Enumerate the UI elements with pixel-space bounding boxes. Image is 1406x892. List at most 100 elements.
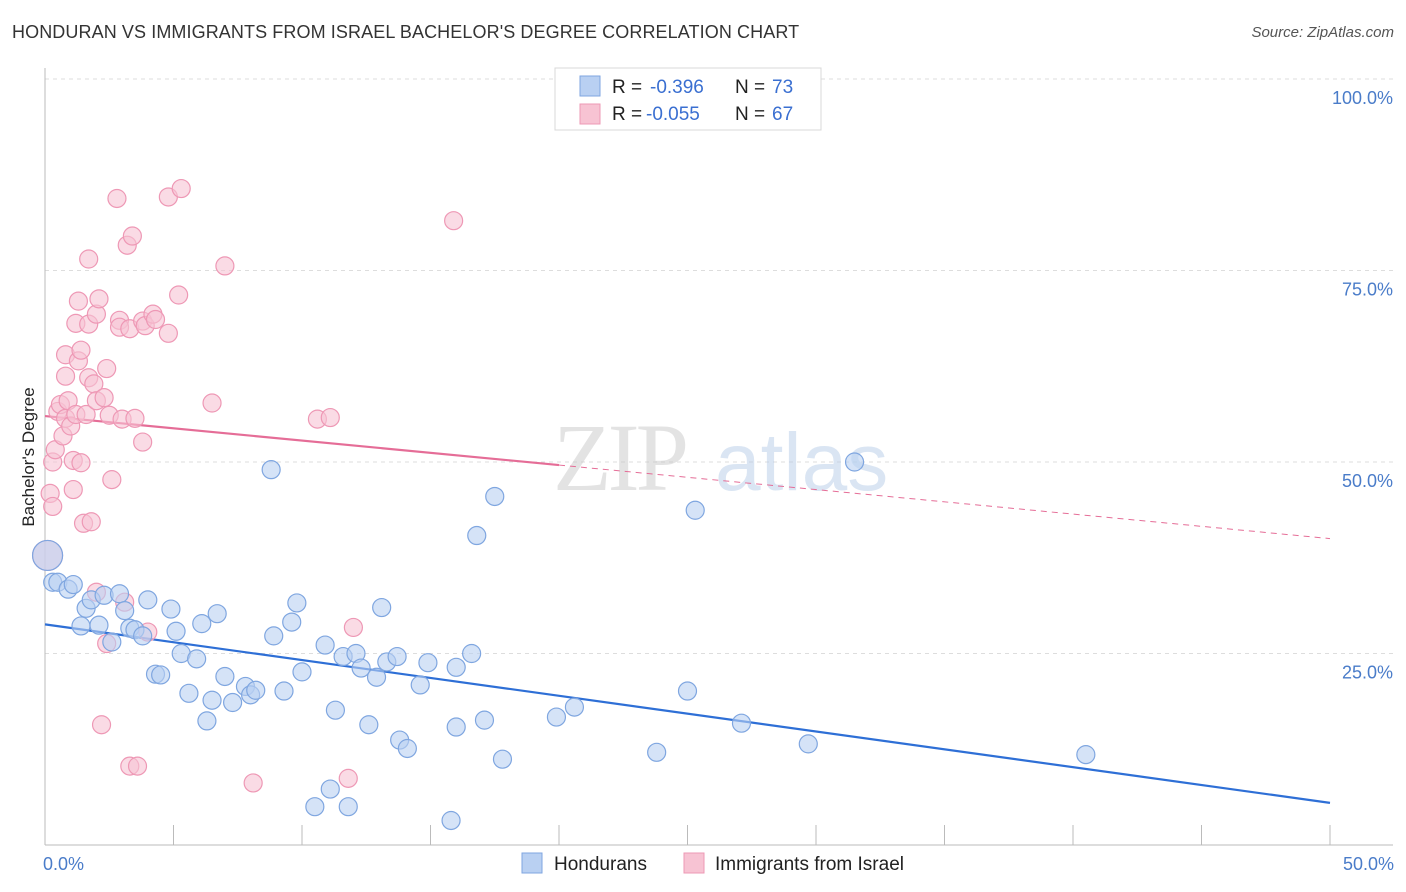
hondurans-point bbox=[798, 734, 818, 754]
hondurans-point bbox=[223, 692, 243, 713]
israel-point bbox=[68, 291, 89, 311]
israel-point bbox=[125, 408, 145, 428]
hondurans-point bbox=[351, 658, 371, 678]
israel-point bbox=[107, 188, 127, 209]
hondurans-point bbox=[274, 681, 294, 701]
hondurans-point bbox=[151, 665, 171, 685]
hondurans-point bbox=[133, 626, 153, 646]
bottom-legend-label-hondurans: Hondurans bbox=[554, 854, 647, 875]
israel-point bbox=[127, 756, 148, 776]
israel-point bbox=[171, 178, 191, 199]
hondurans-point bbox=[207, 604, 227, 624]
series-hondurans-points bbox=[31, 452, 1096, 831]
trend-line-israel-extension bbox=[558, 464, 1331, 540]
hondurans-point bbox=[187, 649, 207, 669]
hondurans-point bbox=[387, 646, 407, 667]
hondurans-point bbox=[441, 810, 461, 831]
hondurans-point bbox=[685, 500, 705, 520]
hondurans-point bbox=[102, 632, 122, 652]
hondurans-point bbox=[192, 614, 212, 634]
israel-point bbox=[94, 388, 114, 408]
hondurans-point bbox=[677, 681, 698, 701]
legend-r-label-israel: R = bbox=[612, 104, 642, 125]
hondurans-point bbox=[320, 779, 340, 799]
y-axis-title: Bachelor's Degree bbox=[19, 387, 38, 526]
israel-point bbox=[79, 249, 99, 269]
hondurans-point bbox=[467, 525, 487, 546]
hondurans-point bbox=[474, 710, 495, 730]
hondurans-point bbox=[731, 713, 752, 733]
israel-point bbox=[444, 211, 464, 231]
trend-line-hondurans bbox=[44, 623, 1331, 804]
israel-point bbox=[55, 366, 76, 386]
bottom-legend-label-israel: Immigrants from Israel bbox=[715, 854, 904, 875]
hondurans-point bbox=[31, 539, 64, 572]
hondurans-point bbox=[166, 621, 186, 641]
hondurans-point bbox=[844, 452, 865, 472]
hondurans-point bbox=[410, 675, 430, 695]
source-label: Source: ZipAtlas.com bbox=[1251, 24, 1394, 41]
israel-point bbox=[71, 453, 91, 473]
hondurans-point bbox=[179, 683, 199, 703]
israel-point bbox=[215, 256, 235, 276]
hondurans-point bbox=[282, 612, 302, 632]
israel-point bbox=[158, 323, 178, 343]
hondurans-point bbox=[1076, 745, 1096, 765]
hondurans-point bbox=[292, 662, 312, 682]
legend-swatch-hondurans bbox=[579, 75, 601, 97]
israel-point bbox=[169, 285, 189, 305]
hondurans-point bbox=[197, 711, 217, 731]
hondurans-point bbox=[338, 797, 358, 817]
hondurans-point bbox=[109, 584, 130, 604]
hondurans-point bbox=[202, 690, 222, 710]
hondurans-point bbox=[325, 700, 346, 720]
hondurans-point bbox=[215, 666, 235, 687]
legend-n-label-israel: N = bbox=[735, 104, 765, 125]
israel-point bbox=[133, 432, 153, 452]
hondurans-point bbox=[372, 597, 392, 618]
y-tick-label-100: 100.0% bbox=[1332, 88, 1393, 108]
legend-r-israel: -0.055 bbox=[646, 104, 700, 125]
israel-point bbox=[145, 309, 166, 330]
israel-point bbox=[43, 496, 63, 517]
grid-lines bbox=[45, 78, 1393, 654]
y-tick-label-50: 50.0% bbox=[1342, 471, 1393, 491]
chart-title: HONDURAN VS IMMIGRANTS FROM ISRAEL BACHE… bbox=[12, 22, 800, 42]
israel-point bbox=[91, 715, 112, 735]
hondurans-point bbox=[138, 590, 158, 610]
bottom-legend-swatch-israel bbox=[683, 852, 705, 874]
hondurans-point bbox=[446, 717, 466, 737]
hondurans-point bbox=[564, 697, 585, 717]
hondurans-point bbox=[366, 667, 387, 687]
hondurans-point bbox=[115, 601, 135, 621]
israel-point bbox=[343, 617, 363, 638]
israel-point bbox=[102, 470, 122, 490]
israel-point bbox=[81, 512, 101, 532]
israel-point bbox=[122, 226, 142, 246]
israel-point bbox=[202, 393, 222, 413]
legend-n-israel: 67 bbox=[772, 104, 793, 125]
hondurans-point bbox=[261, 460, 281, 480]
israel-point bbox=[97, 358, 117, 379]
stats-legend: R = -0.396 N = 73 R = -0.055 N = 67 bbox=[554, 67, 822, 131]
y-tick-label-25: 25.0% bbox=[1342, 663, 1393, 683]
hondurans-point bbox=[647, 742, 667, 762]
hondurans-point bbox=[315, 635, 335, 655]
hondurans-point bbox=[418, 653, 438, 673]
trend-lines bbox=[44, 414, 1331, 804]
x-tick-label-max: 50.0% bbox=[1343, 854, 1394, 874]
israel-point bbox=[243, 773, 263, 793]
y-tick-label-75: 75.0% bbox=[1342, 280, 1393, 300]
x-tick-label-min: 0.0% bbox=[43, 854, 84, 874]
israel-point bbox=[76, 404, 96, 425]
hondurans-point bbox=[63, 574, 83, 595]
hondurans-point bbox=[287, 593, 307, 613]
israel-point bbox=[320, 407, 340, 428]
hondurans-point bbox=[485, 486, 505, 507]
hondurans-point bbox=[492, 749, 513, 769]
hondurans-point bbox=[546, 707, 567, 727]
hondurans-point bbox=[359, 715, 379, 735]
legend-n-label-hondurans: N = bbox=[735, 77, 765, 98]
israel-point bbox=[71, 340, 91, 360]
hondurans-point bbox=[264, 626, 284, 646]
